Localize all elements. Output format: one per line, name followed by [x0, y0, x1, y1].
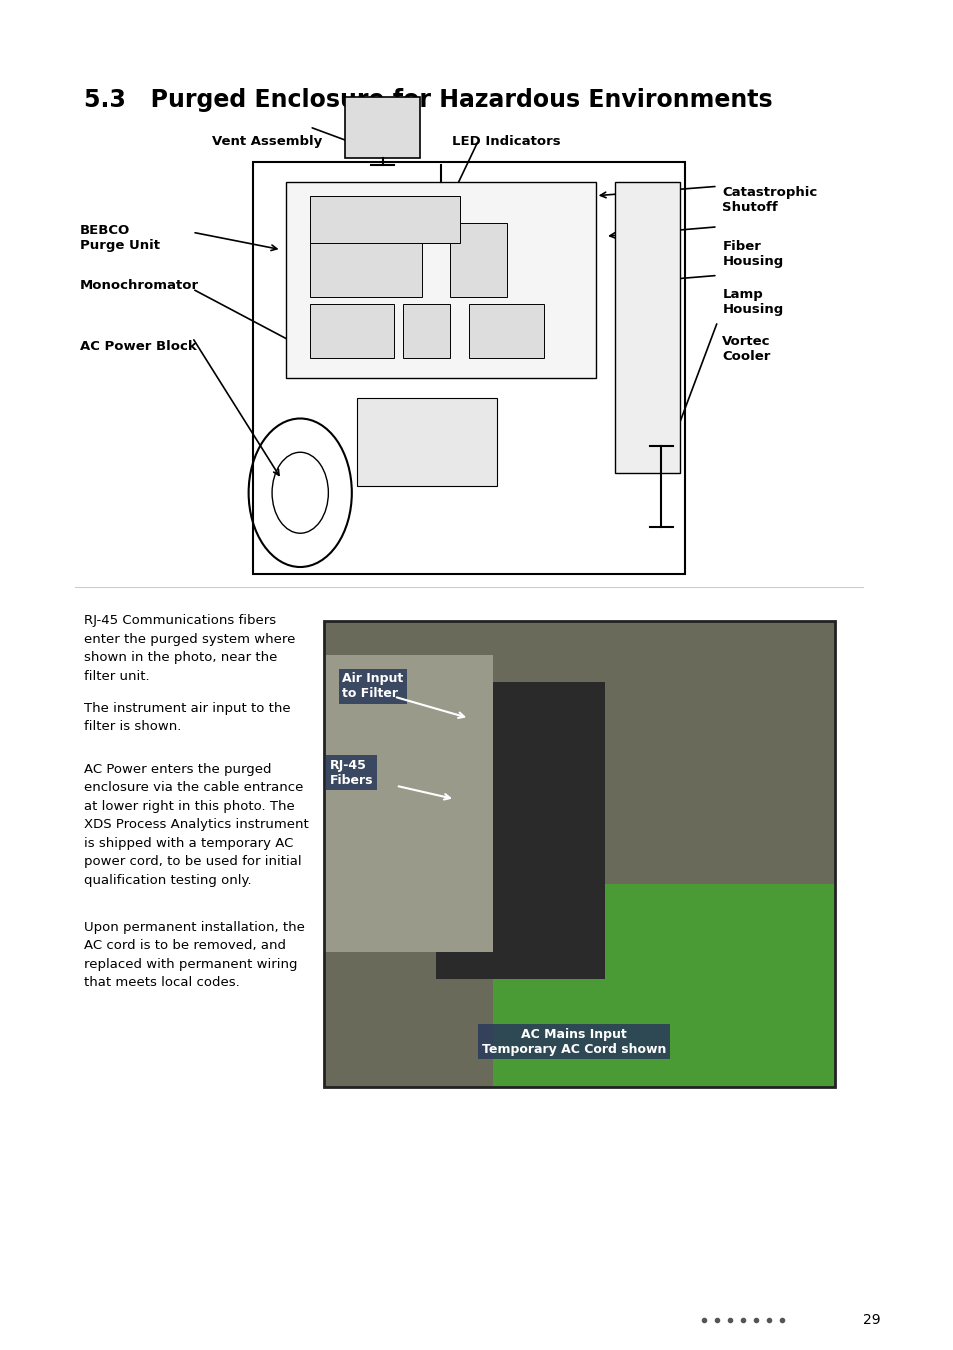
FancyBboxPatch shape	[356, 398, 497, 486]
Text: RJ-45 Communications fibers
enter the purged system where
shown in the photo, ne: RJ-45 Communications fibers enter the pu…	[85, 614, 295, 683]
FancyBboxPatch shape	[253, 162, 684, 574]
FancyBboxPatch shape	[345, 97, 420, 158]
FancyBboxPatch shape	[436, 682, 604, 979]
FancyBboxPatch shape	[469, 304, 543, 358]
Text: Upon permanent installation, the
AC cord is to be removed, and
replaced with per: Upon permanent installation, the AC cord…	[85, 921, 305, 990]
Text: AC Power Block: AC Power Block	[80, 340, 196, 354]
Text: Vortec
Cooler: Vortec Cooler	[721, 335, 770, 363]
Text: AC Mains Input
Temporary AC Cord shown: AC Mains Input Temporary AC Cord shown	[481, 1027, 665, 1056]
FancyBboxPatch shape	[286, 182, 595, 378]
Text: 29: 29	[862, 1314, 880, 1327]
Text: Fiber
Housing: Fiber Housing	[721, 240, 782, 269]
FancyBboxPatch shape	[323, 621, 834, 1087]
Text: Air Input
to Filter: Air Input to Filter	[342, 672, 403, 701]
FancyBboxPatch shape	[450, 223, 506, 297]
FancyBboxPatch shape	[492, 884, 834, 1087]
FancyBboxPatch shape	[310, 223, 422, 297]
FancyBboxPatch shape	[403, 304, 450, 358]
Text: BEBCO
Purge Unit: BEBCO Purge Unit	[80, 224, 159, 252]
Text: RJ-45
Fibers: RJ-45 Fibers	[330, 759, 374, 787]
Text: Catastrophic
Shutoff: Catastrophic Shutoff	[721, 186, 817, 215]
Text: Monochromator: Monochromator	[80, 279, 198, 293]
FancyBboxPatch shape	[310, 196, 459, 243]
Text: Vent Assembly: Vent Assembly	[212, 135, 322, 148]
Text: LED Indicators: LED Indicators	[452, 135, 560, 148]
Text: AC Power enters the purged
enclosure via the cable entrance
at lower right in th: AC Power enters the purged enclosure via…	[85, 763, 309, 887]
Text: The instrument air input to the
filter is shown.: The instrument air input to the filter i…	[85, 702, 291, 733]
Text: Lamp
Housing: Lamp Housing	[721, 288, 782, 316]
Text: 5.3   Purged Enclosure for Hazardous Environments: 5.3 Purged Enclosure for Hazardous Envir…	[85, 88, 772, 112]
FancyBboxPatch shape	[323, 655, 492, 952]
FancyBboxPatch shape	[614, 182, 679, 472]
FancyBboxPatch shape	[310, 304, 394, 358]
